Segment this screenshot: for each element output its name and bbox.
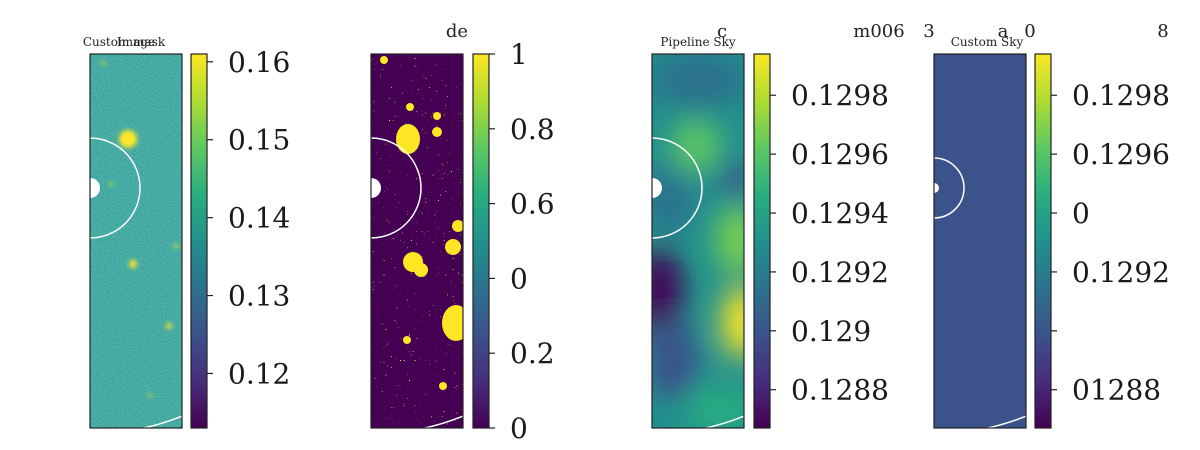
colorbar-tick-label: 0.2 bbox=[510, 337, 555, 370]
stray-label-a: a bbox=[998, 21, 1009, 42]
aperture-circle-inner bbox=[90, 137, 141, 239]
colorbar-tick-label: 0.1288 bbox=[791, 374, 889, 407]
center-marker bbox=[90, 178, 100, 198]
stray-label-m006: m006 bbox=[853, 21, 904, 42]
stray-label-c: c bbox=[717, 21, 727, 42]
panel-title-custom-mask: Custom mask bbox=[83, 35, 166, 49]
colorbar-tick-label: 0.1298 bbox=[1072, 79, 1170, 112]
colorbar-tick-label: 0.129 bbox=[791, 315, 871, 348]
colorbar-tick-label: 0.14 bbox=[228, 202, 290, 235]
colorbar-tick-label: 0.6 bbox=[510, 188, 555, 221]
colorbar-tick-label: 0.1296 bbox=[791, 138, 889, 171]
stray-label-de: de bbox=[446, 21, 468, 42]
colorbar-custom-sky: 0.1298 0.1296 0 0.1292 01288 bbox=[1034, 53, 1170, 429]
panel-title-custom-sky: Custom Sky bbox=[951, 35, 1024, 49]
panel-binary-mask: 1 0.8 0.6 0 0.2 0 bbox=[370, 38, 555, 445]
colorbar-binary-mask: 1 0.8 0.6 0 0.2 0 bbox=[472, 38, 555, 445]
stray-label-3: 3 bbox=[923, 21, 934, 42]
colorbar-tick-label: 0 bbox=[1072, 197, 1090, 230]
colorbar-tick-label: 01288 bbox=[1072, 374, 1161, 407]
colorbar-tick-label: 0.1292 bbox=[791, 256, 889, 289]
colorbar-tick-label: 0.1296 bbox=[1072, 138, 1170, 171]
image-custom-sky bbox=[934, 54, 1026, 428]
image-binary-mask bbox=[371, 54, 463, 428]
colorbar-tick-label: 0.1294 bbox=[791, 197, 889, 230]
image-custom-mask bbox=[90, 54, 182, 428]
colorbar-custom-mask: 0.16 0.15 0.14 0.13 0.12 bbox=[190, 46, 290, 429]
panel-pipeline-sky: Pipeline Sky 0.12980.12960.12940.12920.1… bbox=[651, 35, 889, 429]
colorbar-tick-label: 0.12 bbox=[228, 357, 290, 390]
colorbar-tick-label: 0.1292 bbox=[1072, 256, 1170, 289]
stray-label-8: 8 bbox=[1157, 21, 1168, 42]
panel-custom-sky: Custom Sky 0.1298 0.1296 0 0.1292 01288 bbox=[933, 35, 1170, 429]
colorbar-tick-label: 0 bbox=[510, 262, 528, 295]
stray-label-0: 0 bbox=[1024, 21, 1035, 42]
stray-labels: de c m006 3 a 0 8 bbox=[446, 21, 1169, 42]
colorbar-tick-label: 0.1298 bbox=[791, 79, 889, 112]
panel-title-image: Image bbox=[117, 35, 155, 49]
image-pipeline-sky bbox=[652, 54, 744, 428]
colorbar-tick-label: 0.8 bbox=[510, 113, 555, 146]
colorbar-tick-label: 0.13 bbox=[228, 280, 290, 313]
panel-custom-mask: Custom mask Image 0.16 0.15 0.14 0.13 0.12 bbox=[83, 35, 290, 429]
colorbar-tick-label: 1 bbox=[510, 38, 528, 71]
colorbar-tick-label: 0.15 bbox=[228, 124, 290, 157]
colorbar-tick-label: 0.16 bbox=[228, 46, 290, 79]
colorbar-pipeline-sky: 0.1298 0.1296 0.1294 0.1292 0.129 0.1288 bbox=[753, 53, 889, 429]
panel-title-pipeline-sky: Pipeline Sky bbox=[660, 35, 736, 49]
colorbar-tick-label: 0 bbox=[510, 412, 528, 445]
image-frame bbox=[89, 53, 183, 429]
